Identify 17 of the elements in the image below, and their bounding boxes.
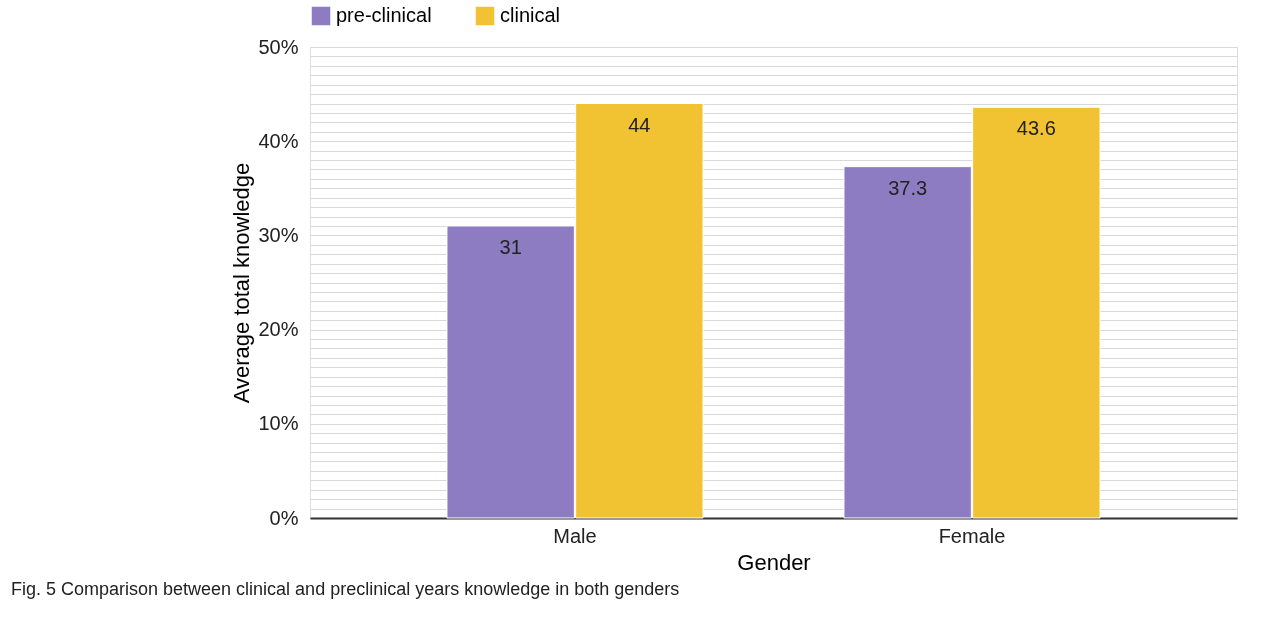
- data-label: 44: [628, 113, 651, 136]
- data-label: 37.3: [888, 176, 928, 199]
- y-tick-label: 50%: [258, 35, 299, 58]
- legend-label: clinical: [500, 4, 561, 26]
- y-axis-title: Average total knowledge: [229, 162, 255, 404]
- x-tick-label: Male: [553, 524, 597, 547]
- x-axis-title: Gender: [737, 549, 811, 575]
- y-tick-label: 10%: [258, 412, 299, 435]
- x-tick-label: Female: [938, 524, 1006, 547]
- y-tick-label: 40%: [258, 129, 299, 152]
- y-tick-label: 30%: [258, 223, 299, 246]
- legend-label: pre-clinical: [336, 4, 432, 26]
- caption: Fig. 5 Comparison between clinical and preclinical years knowledge in both genders: [10, 579, 680, 599]
- y-tick-label: 20%: [258, 318, 299, 341]
- y-tick-label: 0%: [269, 506, 299, 529]
- data-label: 31: [499, 235, 522, 258]
- data-label: 43.6: [1016, 117, 1056, 140]
